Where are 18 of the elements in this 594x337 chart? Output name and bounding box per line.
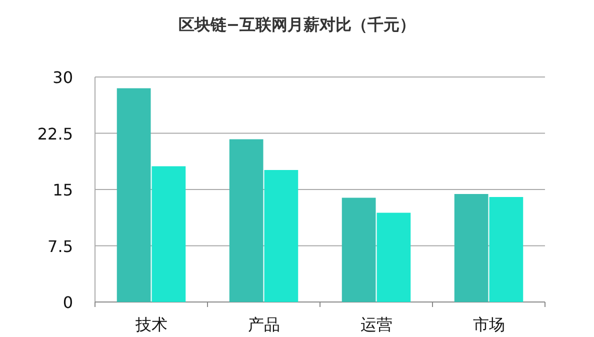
bar — [116, 88, 151, 302]
bar — [342, 198, 376, 302]
y-tick-label: 30 — [52, 68, 73, 87]
x-tick-label: 市场 — [472, 315, 505, 334]
x-tick-label: 技术 — [134, 315, 168, 334]
bar — [152, 166, 186, 302]
y-tick-label: 22.5 — [37, 124, 73, 144]
bar — [376, 212, 411, 302]
y-tick-label: 7.5 — [48, 236, 73, 256]
bar — [454, 194, 488, 302]
x-tick-label: 产品 — [248, 315, 280, 334]
y-tick-label: 15 — [52, 180, 73, 200]
bar — [264, 170, 298, 302]
y-tick-label: 0 — [62, 293, 73, 312]
bar — [229, 139, 264, 302]
chart-title: 区块链−互联网月薪对比（千元） — [178, 15, 416, 34]
x-tick-label: 运营 — [360, 315, 392, 334]
bar — [489, 197, 524, 302]
